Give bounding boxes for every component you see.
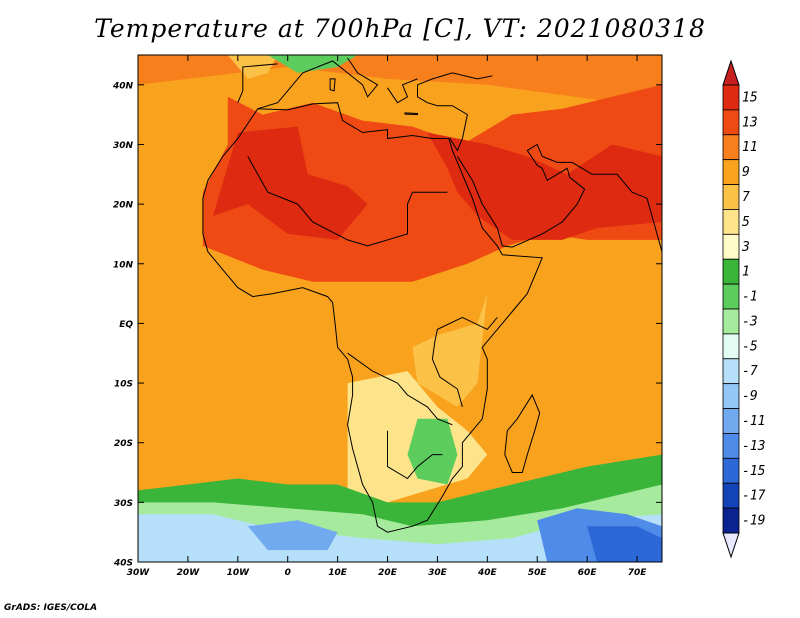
- colorbar-swatch: [722, 333, 740, 360]
- colorbar-label: 11: [742, 140, 758, 155]
- field-med-cool: [267, 55, 358, 73]
- grads-credit: GrADS: IGES/COLA: [4, 603, 98, 613]
- levant-anatolia-coast: [417, 72, 493, 152]
- greece-coast: [387, 78, 418, 104]
- lon-tick-label: 50E: [528, 568, 548, 578]
- field-iberia: [227, 55, 278, 79]
- colorbar-swatch: [722, 258, 740, 285]
- colorbar-label: 3: [741, 240, 750, 255]
- field-cold-spot-west: [247, 520, 338, 551]
- colorbar-swatch: [722, 308, 740, 335]
- lon-tick-label: 20W: [177, 568, 201, 578]
- lat-tick-label: 40S: [113, 559, 133, 569]
- colorbar-swatch: [722, 457, 740, 484]
- crete-coast: [404, 112, 418, 116]
- lon-tick-label: 10E: [328, 568, 348, 578]
- lon-tick-label: 20E: [378, 568, 398, 578]
- colorbar-label: -1: [742, 290, 758, 305]
- map-frame: [137, 54, 663, 563]
- latitude-axis: 40N 30N 20N 10N EQ 10S 20S 30S 40S: [112, 81, 662, 569]
- colorbar-swatch: [722, 283, 740, 310]
- map-title: Temperature at 700hPa [C], VT: 202108031…: [94, 14, 706, 43]
- colorbar-label: 5: [742, 215, 750, 230]
- lat-tick-label: 40N: [112, 81, 134, 91]
- colorbar-label: -11: [742, 414, 765, 429]
- southern-border: [387, 430, 443, 480]
- lon-tick-label: 40E: [477, 568, 498, 578]
- lon-tick-label: 30W: [127, 568, 151, 578]
- lat-tick-label: 30N: [113, 141, 134, 151]
- colorbar-top-arrow: [722, 59, 740, 86]
- colorbar-bottom-arrow: [722, 532, 740, 559]
- colorbar-label: -9: [742, 389, 758, 404]
- field-cold-core-east: [587, 526, 662, 562]
- lon-tick-label: 0: [285, 568, 291, 578]
- lat-tick-label: EQ: [119, 320, 133, 330]
- lat-tick-label: 10N: [113, 260, 134, 270]
- field-sahara-core: [212, 126, 368, 240]
- lon-tick-label: 70E: [628, 568, 648, 578]
- colorbar-swatch: [722, 209, 740, 235]
- longitude-axis: 30W 20W 10W 0 10E 20E 30E 40E 50E 60E 70E: [127, 55, 647, 578]
- colorbar-swatch: [722, 433, 740, 459]
- lon-tick-label: 60E: [578, 568, 598, 578]
- colorbar-label: -17: [742, 489, 766, 504]
- colorbar-swatch: [722, 482, 740, 509]
- rift-lakes-outline: [431, 316, 498, 408]
- colorbar-label: -15: [742, 464, 766, 479]
- field-east-africa: [412, 293, 488, 407]
- colorbar-swatch: [722, 383, 740, 409]
- africa-coast: [202, 102, 543, 533]
- colorbar-swatch: [722, 84, 740, 111]
- med-north-coast: [257, 57, 379, 110]
- colorbar-label: 7: [742, 190, 750, 205]
- colorbar-swatch: [722, 507, 740, 534]
- sahel-border: [247, 156, 448, 247]
- lat-tick-label: 30S: [114, 499, 133, 509]
- lon-tick-label: 10W: [227, 568, 251, 578]
- colorbar-swatch: [722, 408, 740, 434]
- colorbar-label: -19: [742, 514, 765, 529]
- field-arabia-core: [427, 132, 662, 240]
- colorbar: 15 13 11 9 7 5 3 1 -1 -3 -5 -7 -9 -11 -13 -15 -17 -19: [722, 59, 766, 559]
- colorbar-swatch: [722, 109, 740, 136]
- colorbar-label: 9: [742, 165, 750, 180]
- colorbar-label: -7: [742, 364, 758, 379]
- lat-tick-label: 10S: [114, 380, 133, 390]
- colorbar-label: -3: [742, 314, 758, 329]
- central-border: [347, 352, 453, 426]
- colorbar-label: 15: [742, 90, 758, 105]
- lat-tick-label: 20N: [113, 201, 134, 211]
- lon-tick-label: 30E: [428, 568, 448, 578]
- field-mozambique: [407, 418, 458, 485]
- iberia-coast: [237, 63, 278, 103]
- lat-tick-label: 20S: [114, 439, 133, 449]
- colorbar-label: 13: [742, 115, 758, 130]
- temperature-field: [138, 55, 662, 562]
- arabia-coast: [456, 143, 663, 252]
- colorbar-label: -13: [742, 439, 765, 454]
- colorbar-swatch: [722, 184, 740, 210]
- colorbar-label: 1: [742, 265, 750, 280]
- colorbar-swatch: [722, 134, 740, 161]
- colorbar-swatch: [722, 233, 740, 260]
- colorbar-swatch: [722, 358, 740, 385]
- madagascar-coast: [504, 393, 541, 473]
- sardinia-coast: [329, 78, 336, 92]
- colorbar-label: -5: [742, 339, 758, 354]
- coastlines: [202, 57, 663, 533]
- colorbar-swatch: [722, 159, 740, 185]
